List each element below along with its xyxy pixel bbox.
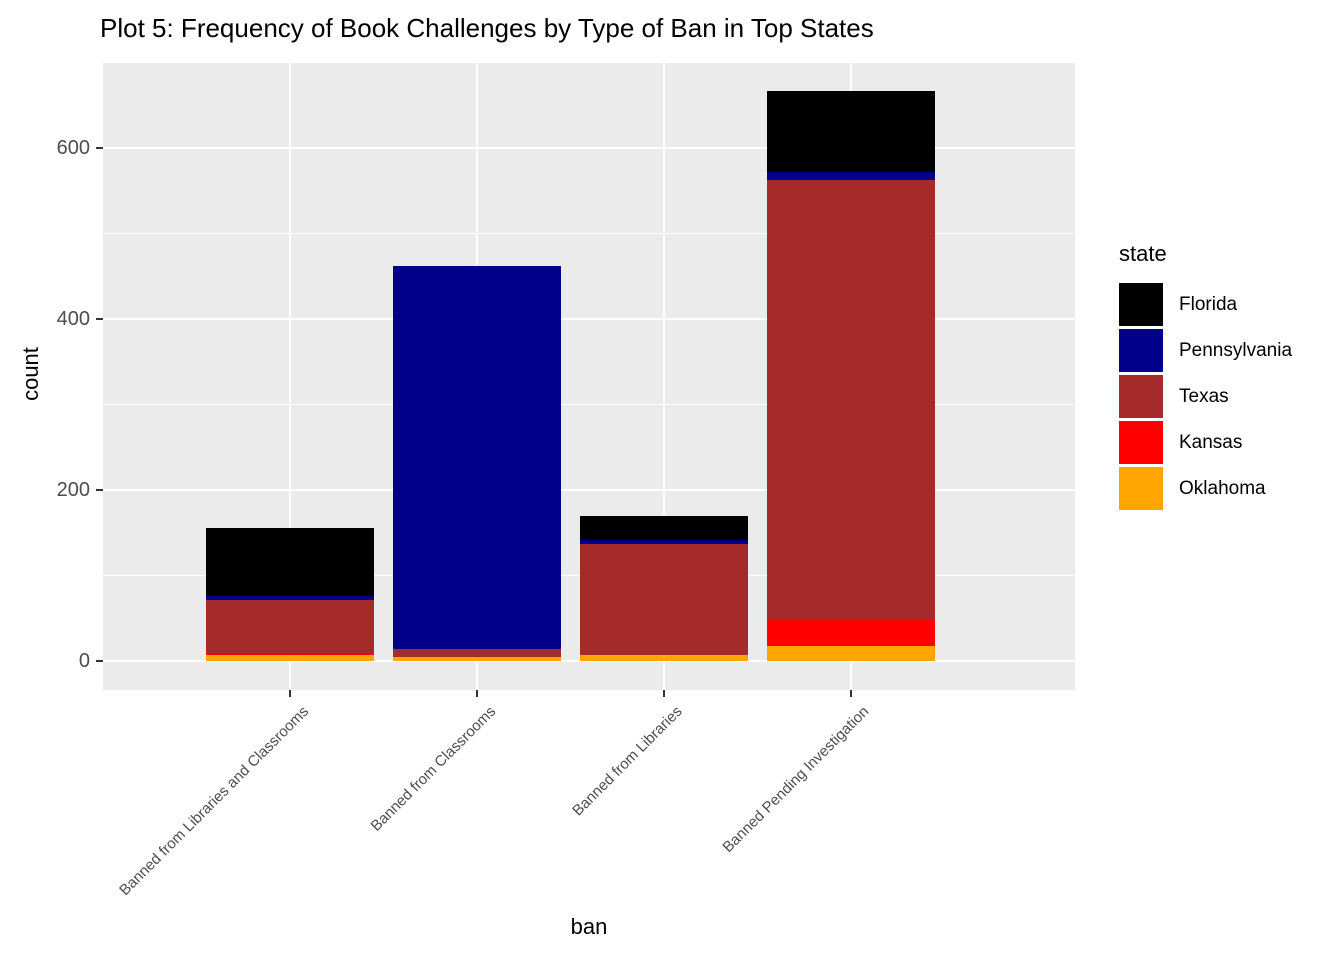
bar-segment-kansas-cat4 bbox=[766, 620, 935, 646]
legend-items: Florida Pennsylvania Texas Kansas Oklahoma bbox=[1119, 283, 1292, 510]
bar-segment-texas-cat1 bbox=[205, 599, 375, 653]
x-axis-title: ban bbox=[570, 914, 608, 939]
y-axis-title: count bbox=[18, 347, 43, 401]
x-tick-label-3: Banned from Libraries bbox=[569, 703, 686, 820]
legend-label-kansas: Kansas bbox=[1179, 431, 1243, 453]
x-tick-mark-2 bbox=[475, 690, 478, 697]
legend-label-texas: Texas bbox=[1179, 385, 1229, 407]
legend-swatch-oklahoma bbox=[1119, 467, 1163, 510]
bar-segment-oklahoma-cat4 bbox=[766, 646, 935, 662]
bar-segment-oklahoma-cat1 bbox=[205, 654, 375, 662]
legend-swatch-texas bbox=[1119, 375, 1163, 418]
x-tick-label-2: Banned from Classrooms bbox=[367, 703, 499, 835]
legend: state Florida Pennsylvania Texas Kansas Okla… bbox=[1119, 241, 1292, 513]
legend-title: state bbox=[1119, 241, 1167, 266]
legend-item-pennsylvania: Pennsylvania bbox=[1119, 329, 1292, 372]
x-tick-label-4: Banned Pending Investigation bbox=[719, 703, 873, 856]
x-tick-mark-3 bbox=[662, 690, 665, 697]
gridline-minor-700 bbox=[103, 61, 1075, 63]
legend-swatch-kansas bbox=[1119, 421, 1163, 464]
gridline-major-400 bbox=[103, 318, 1075, 321]
bar-segment-florida-cat3 bbox=[579, 515, 748, 540]
legend-label-oklahoma: Oklahoma bbox=[1179, 477, 1266, 499]
bar-segment-oklahoma-cat2 bbox=[392, 657, 561, 662]
gridline-minor-500 bbox=[103, 233, 1075, 234]
gridline-major-600 bbox=[103, 146, 1075, 149]
bar-segment-texas-cat3 bbox=[579, 544, 748, 655]
legend-swatch-pennsylvania bbox=[1119, 329, 1163, 372]
bar-segment-texas-cat4 bbox=[766, 180, 935, 621]
legend-item-florida: Florida bbox=[1119, 283, 1292, 326]
legend-item-kansas: Kansas bbox=[1119, 421, 1292, 464]
plot-panel bbox=[103, 61, 1075, 690]
legend-item-oklahoma: Oklahoma bbox=[1119, 467, 1292, 510]
bar-segment-texas-cat2 bbox=[392, 648, 561, 658]
bar-segment-florida-cat1 bbox=[205, 527, 375, 597]
y-tick-mark-200 bbox=[96, 489, 103, 492]
y-tick-mark-0 bbox=[96, 660, 103, 663]
y-tick-label-400: 400 bbox=[56, 308, 90, 331]
y-tick-label-0: 0 bbox=[78, 650, 90, 673]
bar-segment-florida-cat4 bbox=[766, 90, 935, 172]
bar-segment-pennsylvania-cat4 bbox=[766, 171, 935, 181]
bar-segment-kansas-cat1 bbox=[205, 652, 375, 655]
legend-item-texas: Texas bbox=[1119, 375, 1292, 418]
y-tick-label-600: 600 bbox=[56, 136, 90, 159]
gridline-x-3 bbox=[662, 62, 665, 690]
legend-label-florida: Florida bbox=[1179, 293, 1238, 315]
bar-segment-pennsylvania-cat2 bbox=[392, 266, 561, 649]
gridline-major-0 bbox=[103, 660, 1075, 663]
bar-segment-oklahoma-cat3 bbox=[579, 654, 748, 662]
y-tick-label-200: 200 bbox=[56, 479, 90, 502]
x-tick-mark-4 bbox=[849, 690, 852, 697]
y-tick-mark-400 bbox=[96, 318, 103, 321]
x-tick-mark-1 bbox=[288, 690, 291, 697]
chart-title: Plot 5: Frequency of Book Challenges by … bbox=[100, 13, 874, 43]
gridline-x-1 bbox=[288, 62, 291, 690]
bar-segment-pennsylvania-cat3 bbox=[579, 539, 748, 545]
gridline-minor-300 bbox=[103, 404, 1075, 406]
gridline-major-200 bbox=[103, 489, 1075, 492]
legend-label-pennsylvania: Pennsylvania bbox=[1179, 339, 1293, 361]
bar-segment-pennsylvania-cat1 bbox=[205, 596, 375, 600]
x-tick-label-1: Banned from Libraries and Classrooms bbox=[116, 703, 312, 899]
legend-swatch-florida bbox=[1119, 283, 1163, 326]
y-tick-mark-600 bbox=[96, 146, 103, 149]
